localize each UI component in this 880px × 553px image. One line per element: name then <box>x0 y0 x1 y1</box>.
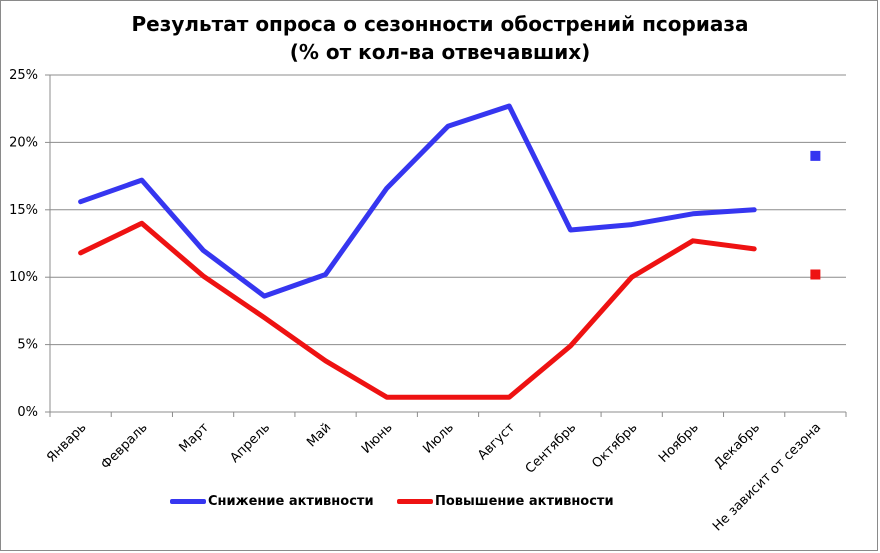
chart-subtitle: (% от кол-ва отвечавших) <box>289 40 591 64</box>
x-tick-label-3: Апрель <box>227 420 273 466</box>
y-tick-label-3: 15% <box>9 203 38 218</box>
x-tick-label-11: Декабрь <box>711 420 763 472</box>
x-tick-label-4: Май <box>304 420 334 450</box>
legend-label-increase: Повышение активности <box>435 493 614 509</box>
series-line-0 <box>78 103 757 299</box>
y-tick-label-0: 0% <box>17 405 38 420</box>
season-independent-marker-1 <box>810 269 821 280</box>
y-tick-label-5: 25% <box>9 68 38 83</box>
legend: Снижение активности Повышение активности <box>0 490 880 512</box>
series-line-1 <box>78 220 757 400</box>
x-tick-label-0: Январь <box>44 420 89 465</box>
x-tick-label-10: Ноябрь <box>656 420 702 466</box>
legend-item-decrease: Снижение активности <box>170 490 374 512</box>
x-tick-label-5: Июнь <box>359 420 396 457</box>
y-tick-label-2: 10% <box>9 270 38 285</box>
x-tick-label-2: Март <box>177 420 213 456</box>
chart-title: Результат опроса о сезонности обострений… <box>131 12 749 36</box>
x-tick-label-7: Август <box>475 420 518 463</box>
x-tick-label-8: Сентябрь <box>523 420 580 477</box>
x-tick-label-1: Февраль <box>98 420 150 472</box>
x-tick-label-9: Октябрь <box>589 420 640 471</box>
chart-title-block: Результат опроса о сезонности обострений… <box>0 10 880 66</box>
x-tick-label-6: Июль <box>420 420 457 457</box>
legend-swatch-increase <box>397 498 433 504</box>
y-tick-label-4: 20% <box>9 135 38 150</box>
legend-label-decrease: Снижение активности <box>208 493 374 509</box>
legend-item-increase: Повышение активности <box>397 490 614 512</box>
x-tick-label-12: Не зависит от сезона <box>710 420 824 534</box>
legend-swatch-decrease <box>170 498 206 504</box>
y-tick-label-1: 5% <box>17 338 38 353</box>
season-independent-marker-0 <box>810 150 821 161</box>
